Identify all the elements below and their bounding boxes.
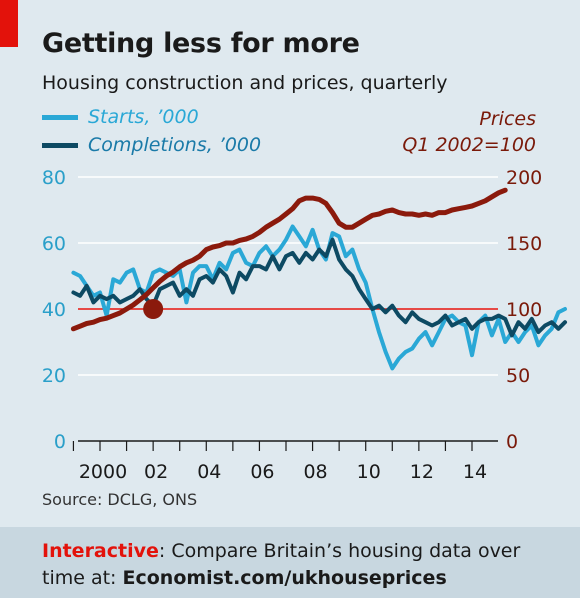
chart-title: Getting less for more (42, 28, 360, 59)
y-left-tick-label: 80 (42, 167, 66, 189)
x-tick-label: 2000 (79, 461, 127, 483)
y-right-tick-label: 50 (506, 365, 530, 387)
x-tick-label: 14 (463, 461, 487, 483)
promo-body: : Compare Britain’s housing data over ti… (42, 540, 521, 589)
x-tick-label: 02 (144, 461, 168, 483)
legend-label-completions: Completions, ’000 (88, 134, 262, 156)
chart-subtitle: Housing construction and prices, quarter… (42, 72, 448, 94)
chart-plot: 0 20 40 60 80 0 50 100 150 200 2000 02 04 06 08 10 12 14 (42, 167, 567, 483)
promo-highlight: Interactive (42, 540, 159, 562)
brand-tag (0, 0, 18, 47)
x-tick-label: 08 (303, 461, 327, 483)
legend-swatch-starts (42, 114, 78, 120)
x-tick-label: 12 (410, 461, 434, 483)
y-right-tick-label: 200 (506, 167, 542, 189)
promo-bar (0, 527, 580, 598)
y-right-tick-label: 100 (506, 299, 542, 321)
y-left-tick-label: 40 (42, 299, 66, 321)
y-right-tick-label: 0 (506, 431, 518, 453)
source-note: Source: DCLG, ONS (42, 490, 198, 509)
y-right-tick-label: 150 (506, 233, 542, 255)
promo-link[interactable]: Economist.com/ukhouseprices (122, 567, 447, 589)
promo-text: Interactive: Compare Britain’s housing d… (42, 538, 562, 592)
x-tick-label: 10 (357, 461, 381, 483)
legend-label-starts: Starts, ’000 (88, 106, 199, 128)
legend-prices-base: Q1 2002=100 (402, 134, 536, 156)
legend-completions: Completions, ’000 (42, 134, 261, 156)
legend-swatch-completions (42, 142, 78, 148)
x-tick-label: 06 (250, 461, 274, 483)
y-left-tick-label: 0 (54, 431, 66, 453)
legend-prices-label: Prices (479, 108, 536, 130)
x-tick-label: 04 (197, 461, 221, 483)
y-left-tick-label: 60 (42, 233, 66, 255)
legend-starts: Starts, ’000 (42, 106, 199, 128)
base-point-marker (143, 299, 164, 319)
series-line-prices (70, 187, 508, 332)
y-left-tick-label: 20 (42, 365, 66, 387)
